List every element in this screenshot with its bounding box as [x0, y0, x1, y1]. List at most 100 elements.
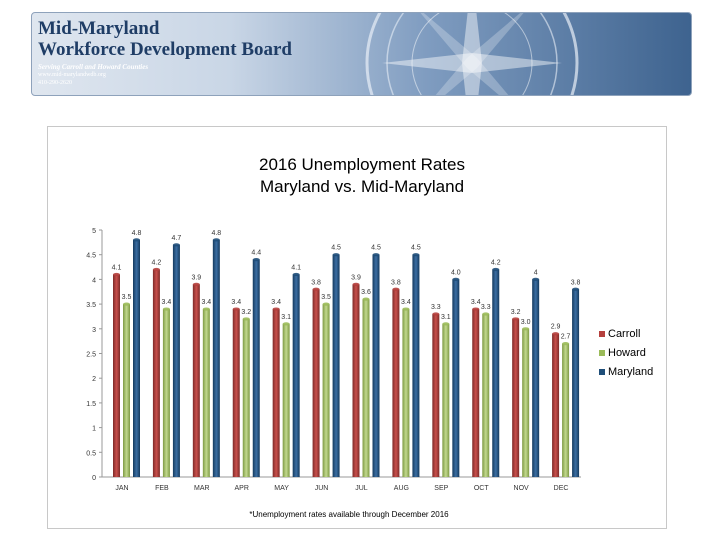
legend-label-maryland: Maryland [608, 366, 653, 378]
data-label-carroll-jun: 3.8 [311, 279, 321, 286]
bar-cap-maryland-nov [532, 277, 540, 281]
y-tick-label-2: 1 [92, 426, 96, 433]
data-label-howard-sep: 3.1 [441, 314, 451, 321]
data-label-maryland-oct: 4.2 [491, 260, 501, 267]
bar-cap-maryland-aug [412, 253, 420, 257]
bar-cap-howard-feb [162, 307, 170, 311]
x-tick-label-dec: DEC [554, 485, 569, 492]
bar-carroll-jun [312, 289, 320, 477]
data-label-maryland-jan: 4.8 [132, 230, 142, 237]
bar-howard-jun [322, 304, 330, 477]
x-tick-label-apr: APR [235, 485, 249, 492]
y-tick-label-9: 4.5 [86, 253, 96, 260]
bar-maryland-oct [492, 269, 500, 477]
org-phone: 410-290-2620 [38, 80, 72, 86]
bar-cap-carroll-aug [392, 287, 400, 291]
bar-carroll-apr [232, 309, 240, 477]
x-tick-label-mar: MAR [194, 485, 210, 492]
data-label-carroll-dec: 2.9 [551, 324, 561, 331]
bar-maryland-sep [452, 279, 460, 477]
bar-cap-howard-jun [322, 302, 330, 306]
data-label-maryland-sep: 4.0 [451, 269, 461, 276]
bar-maryland-feb [172, 244, 180, 477]
data-label-howard-jun: 3.5 [321, 294, 331, 301]
data-label-howard-may: 3.1 [281, 314, 291, 321]
bar-maryland-nov [532, 279, 540, 477]
data-label-carroll-apr: 3.4 [231, 299, 241, 306]
y-tick-label-8: 4 [92, 277, 96, 284]
y-tick-label-4: 2 [92, 376, 96, 383]
bar-cap-carroll-mar [192, 282, 200, 286]
chart-title-line1: 2016 Unemployment Rates [259, 155, 465, 174]
bar-howard-nov [522, 328, 530, 477]
header-banner: Mid-Maryland Workforce Development Board… [31, 12, 692, 96]
bar-howard-apr [242, 318, 250, 477]
legend-label-howard: Howard [608, 347, 646, 359]
bar-maryland-may [292, 274, 300, 477]
data-label-carroll-jul: 3.9 [351, 274, 361, 281]
data-label-carroll-feb: 4.2 [152, 260, 162, 267]
bar-howard-aug [402, 309, 410, 477]
bar-cap-howard-nov [522, 327, 530, 331]
bar-carroll-nov [512, 318, 520, 477]
data-label-maryland-dec: 3.8 [571, 279, 581, 286]
x-tick-label-nov: NOV [514, 485, 530, 492]
bar-cap-carroll-feb [152, 267, 160, 272]
data-label-carroll-oct: 3.4 [471, 299, 481, 306]
bar-carroll-jul [352, 284, 360, 477]
y-tick-label-1: 0.5 [86, 450, 96, 457]
bar-cap-howard-jan [123, 302, 130, 306]
y-tick-label-10: 5 [92, 228, 96, 235]
bar-cap-howard-mar [202, 307, 210, 311]
data-label-maryland-jul: 4.5 [371, 245, 381, 252]
bar-cap-carroll-may [272, 307, 280, 311]
data-label-maryland-may: 4.1 [291, 264, 301, 271]
chart-footnote: *Unemployment rates available through De… [249, 510, 449, 519]
compass-image [365, 13, 579, 95]
bar-howard-oct [482, 313, 490, 477]
data-label-maryland-apr: 4.4 [251, 250, 261, 257]
bar-cap-maryland-may [292, 272, 300, 277]
bar-cap-maryland-sep [452, 277, 460, 281]
x-tick-label-jun: JUN [315, 485, 329, 492]
data-label-howard-apr: 3.2 [241, 309, 251, 316]
y-tick-label-5: 2.5 [86, 352, 96, 359]
data-label-carroll-nov: 3.2 [511, 309, 521, 316]
bar-carroll-may [272, 309, 280, 477]
bar-cap-carroll-jul [352, 282, 360, 286]
bar-howard-mar [202, 309, 210, 477]
bar-howard-jul [362, 299, 370, 477]
chart-frame: 2016 Unemployment Rates Maryland vs. Mid… [47, 126, 667, 529]
bar-cap-maryland-jan [133, 238, 140, 242]
bar-cap-howard-sep [442, 322, 450, 326]
data-label-howard-feb: 3.4 [162, 299, 172, 306]
y-tick-label-6: 3 [92, 327, 96, 334]
bar-cap-maryland-jul [372, 253, 380, 257]
data-label-carroll-sep: 3.3 [431, 304, 441, 311]
legend-swatch-carroll [599, 331, 605, 337]
x-tick-label-feb: FEB [155, 485, 169, 492]
y-tick-label-0: 0 [92, 475, 96, 482]
bar-maryland-apr [252, 259, 260, 477]
chart-title-line2: Maryland vs. Mid-Maryland [260, 177, 464, 196]
bar-cap-carroll-nov [512, 317, 520, 321]
data-label-howard-jul: 3.6 [361, 289, 371, 296]
bar-cap-howard-oct [482, 312, 490, 316]
bar-cap-maryland-feb [172, 243, 180, 247]
data-label-maryland-nov: 4 [534, 269, 538, 276]
data-label-howard-mar: 3.4 [201, 299, 211, 306]
y-tick-label-7: 3.5 [86, 302, 96, 309]
bar-maryland-mar [212, 239, 220, 477]
bar-howard-feb [162, 309, 170, 477]
data-label-howard-dec: 2.7 [561, 334, 571, 341]
bar-cap-carroll-sep [432, 312, 440, 316]
org-name-line1: Mid-Maryland [38, 18, 160, 39]
bar-cap-carroll-apr [232, 307, 240, 311]
legend-label-carroll: Carroll [608, 328, 640, 340]
bar-maryland-aug [412, 254, 420, 477]
data-label-maryland-jun: 4.5 [331, 245, 341, 252]
legend-swatch-maryland [599, 369, 605, 375]
org-url: www.mid-marylandwdb.org [38, 72, 106, 78]
org-tagline: Serving Carroll and Howard Counties [38, 63, 149, 71]
data-label-maryland-aug: 4.5 [411, 245, 421, 252]
